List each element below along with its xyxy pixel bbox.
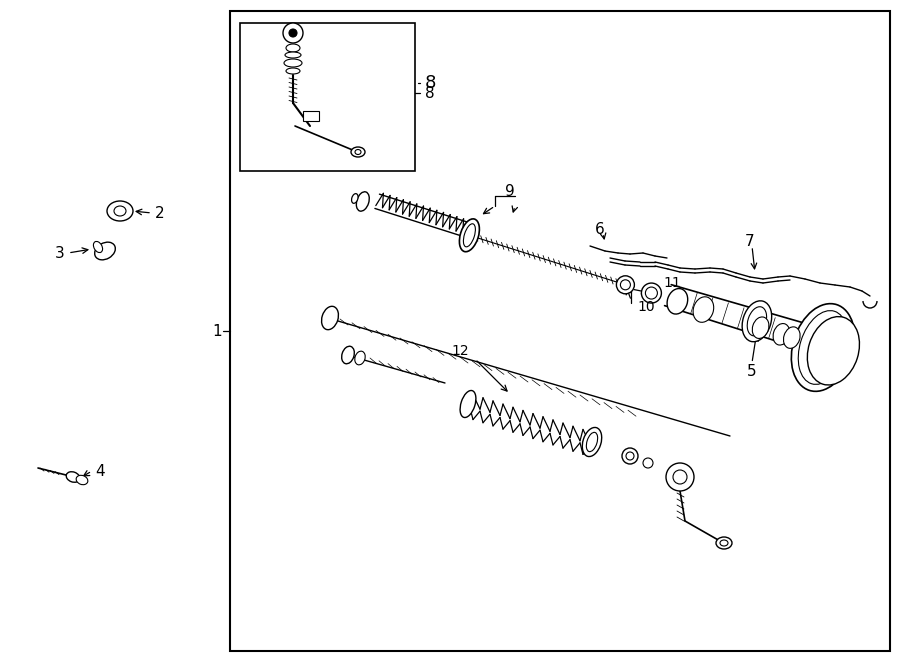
Text: 8: 8 [425,74,436,92]
Ellipse shape [643,458,653,468]
Ellipse shape [582,428,602,457]
Ellipse shape [616,276,634,293]
Ellipse shape [464,224,475,247]
Text: 7: 7 [745,233,755,249]
Ellipse shape [94,242,115,260]
Ellipse shape [356,192,369,211]
Ellipse shape [784,327,800,348]
Text: 6: 6 [595,221,605,237]
Ellipse shape [285,52,301,58]
Ellipse shape [798,311,848,385]
Text: 3: 3 [55,245,65,260]
Circle shape [283,23,303,43]
Ellipse shape [773,323,789,345]
Text: 8: 8 [425,85,435,100]
Ellipse shape [355,149,361,155]
Ellipse shape [645,287,657,299]
Ellipse shape [742,301,771,342]
Text: 4: 4 [95,463,104,479]
Text: 5: 5 [747,364,757,379]
Ellipse shape [667,289,688,314]
Ellipse shape [587,432,598,451]
Ellipse shape [459,219,480,252]
Ellipse shape [791,303,855,391]
Circle shape [666,463,694,491]
Ellipse shape [94,241,103,253]
Ellipse shape [342,346,355,364]
Text: 11: 11 [663,276,681,290]
Text: 2: 2 [155,206,165,221]
Bar [303,111,319,121]
Ellipse shape [114,206,126,216]
Ellipse shape [286,68,300,74]
Bar [230,11,890,651]
Ellipse shape [351,147,365,157]
Text: 10: 10 [637,300,655,314]
Ellipse shape [626,452,634,460]
Ellipse shape [642,283,662,303]
Text: 1: 1 [212,323,222,338]
Bar [240,23,415,171]
Ellipse shape [284,59,302,67]
Ellipse shape [107,201,133,221]
Ellipse shape [622,448,638,464]
Ellipse shape [716,537,732,549]
Text: 12: 12 [451,344,469,358]
Ellipse shape [67,472,80,483]
Text: 9: 9 [505,184,515,198]
Circle shape [673,470,687,484]
Ellipse shape [807,317,860,385]
Ellipse shape [76,475,88,485]
Ellipse shape [321,306,338,330]
Ellipse shape [693,297,714,323]
Ellipse shape [720,540,728,546]
Ellipse shape [286,44,300,52]
Ellipse shape [355,351,365,365]
Circle shape [289,29,297,37]
Ellipse shape [747,307,767,336]
Ellipse shape [352,194,358,204]
Ellipse shape [620,280,630,290]
Ellipse shape [752,317,769,338]
Ellipse shape [460,391,476,418]
